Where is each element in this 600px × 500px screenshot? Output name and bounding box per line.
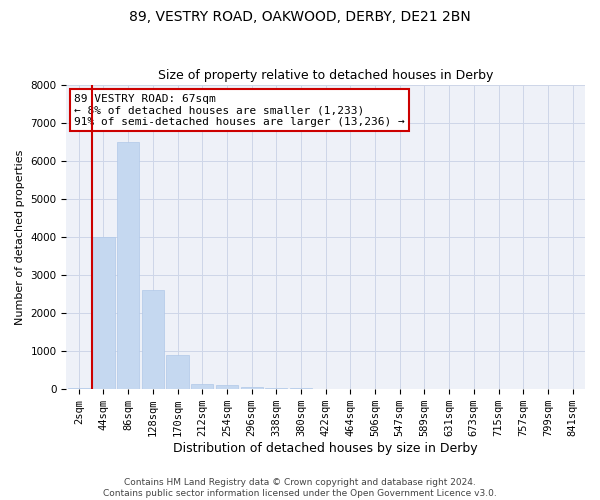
Bar <box>191 384 214 389</box>
Text: 89, VESTRY ROAD, OAKWOOD, DERBY, DE21 2BN: 89, VESTRY ROAD, OAKWOOD, DERBY, DE21 2B… <box>129 10 471 24</box>
Title: Size of property relative to detached houses in Derby: Size of property relative to detached ho… <box>158 69 493 82</box>
Bar <box>92 237 115 389</box>
Bar <box>68 388 90 389</box>
Text: 89 VESTRY ROAD: 67sqm
← 8% of detached houses are smaller (1,233)
91% of semi-de: 89 VESTRY ROAD: 67sqm ← 8% of detached h… <box>74 94 405 127</box>
Bar <box>290 388 312 389</box>
X-axis label: Distribution of detached houses by size in Derby: Distribution of detached houses by size … <box>173 442 478 455</box>
Bar <box>241 388 263 389</box>
Bar <box>142 290 164 389</box>
Bar <box>117 142 139 389</box>
Bar <box>265 388 287 389</box>
Y-axis label: Number of detached properties: Number of detached properties <box>15 149 25 324</box>
Bar <box>166 355 188 389</box>
Bar <box>216 386 238 389</box>
Text: Contains HM Land Registry data © Crown copyright and database right 2024.
Contai: Contains HM Land Registry data © Crown c… <box>103 478 497 498</box>
